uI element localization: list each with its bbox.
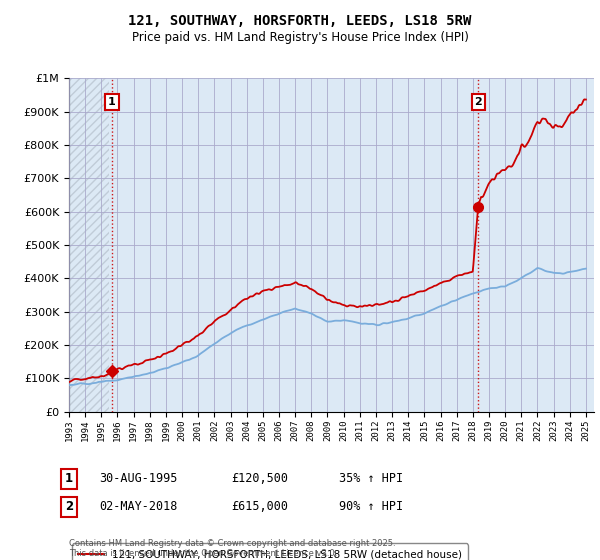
Text: 35% ↑ HPI: 35% ↑ HPI <box>339 472 403 486</box>
Text: Price paid vs. HM Land Registry's House Price Index (HPI): Price paid vs. HM Land Registry's House … <box>131 31 469 44</box>
Bar <box>69 78 109 412</box>
Text: 2: 2 <box>475 97 482 107</box>
Text: £120,500: £120,500 <box>231 472 288 486</box>
Text: 1: 1 <box>108 97 116 107</box>
Legend: 121, SOUTHWAY, HORSFORTH, LEEDS, LS18 5RW (detached house), HPI: Average price, : 121, SOUTHWAY, HORSFORTH, LEEDS, LS18 5R… <box>71 543 469 560</box>
Text: 121, SOUTHWAY, HORSFORTH, LEEDS, LS18 5RW: 121, SOUTHWAY, HORSFORTH, LEEDS, LS18 5R… <box>128 14 472 28</box>
Text: 02-MAY-2018: 02-MAY-2018 <box>99 500 178 514</box>
Text: 90% ↑ HPI: 90% ↑ HPI <box>339 500 403 514</box>
Text: Contains HM Land Registry data © Crown copyright and database right 2025.
This d: Contains HM Land Registry data © Crown c… <box>69 539 395 558</box>
Text: £615,000: £615,000 <box>231 500 288 514</box>
Text: 1: 1 <box>65 472 73 486</box>
Text: 2: 2 <box>65 500 73 514</box>
Text: 30-AUG-1995: 30-AUG-1995 <box>99 472 178 486</box>
